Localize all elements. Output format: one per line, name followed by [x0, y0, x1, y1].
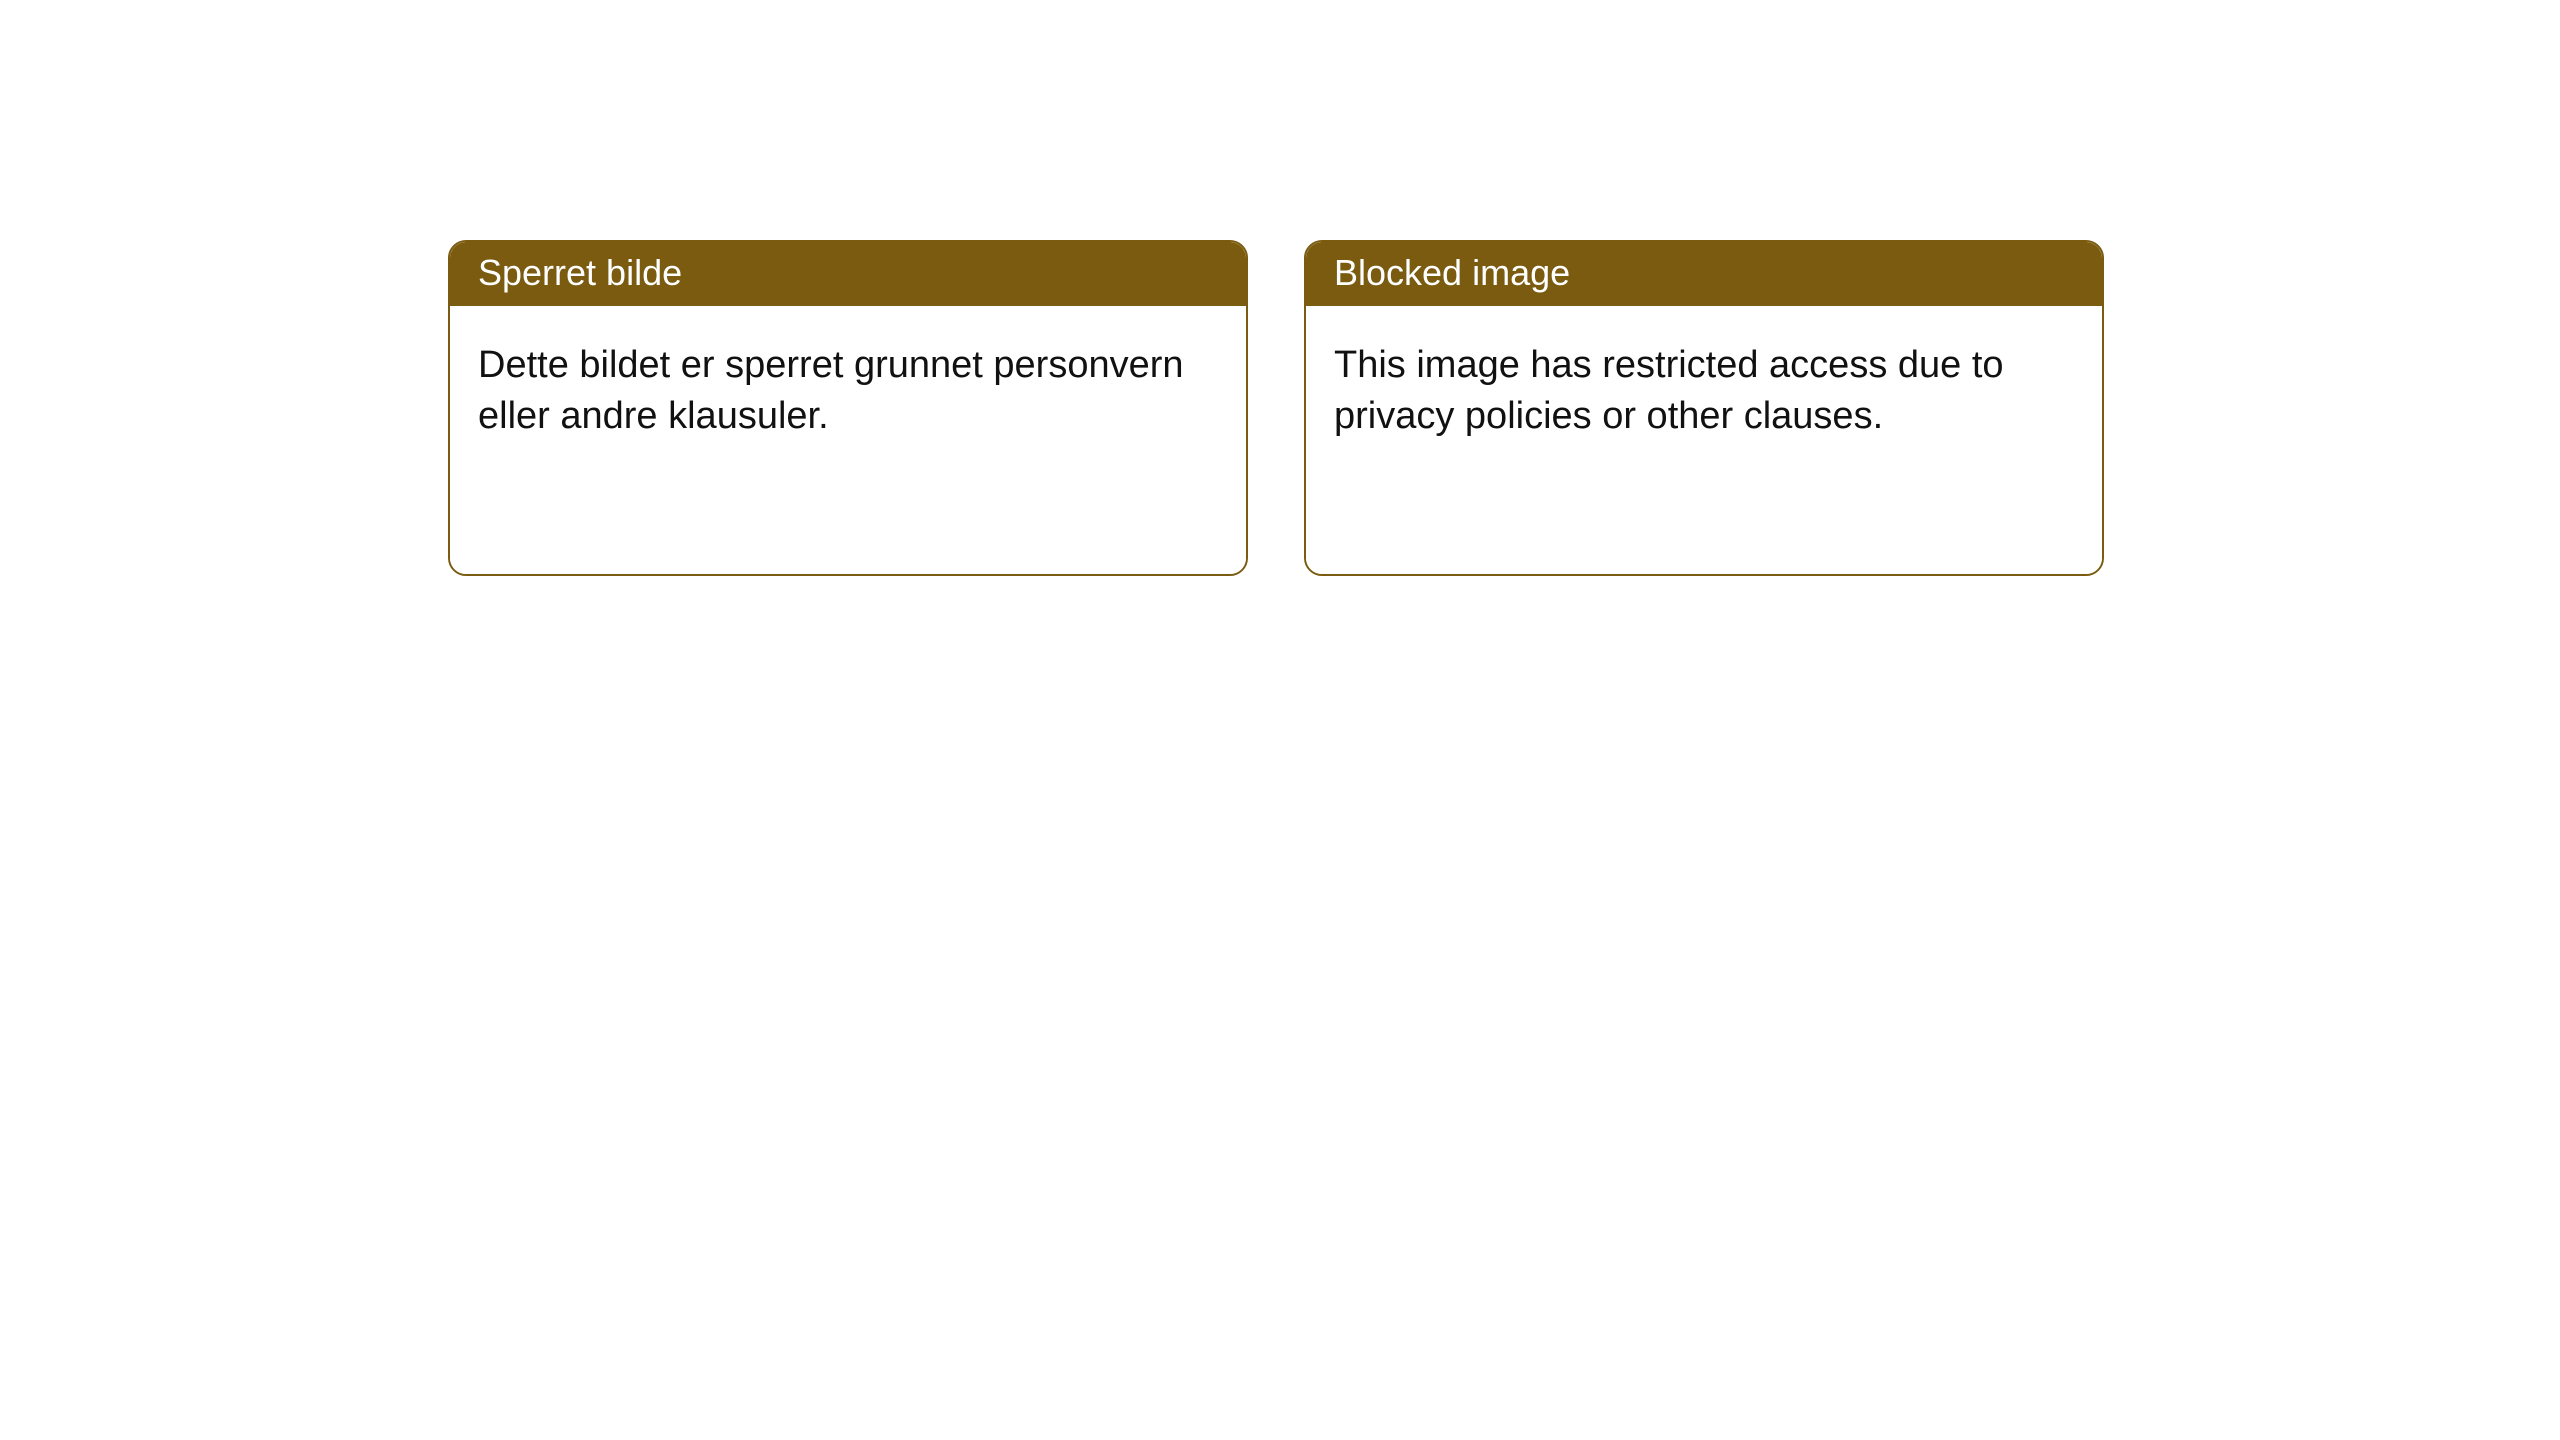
notice-card-english: Blocked image This image has restricted … — [1304, 240, 2104, 576]
notice-card-norwegian: Sperret bilde Dette bildet er sperret gr… — [448, 240, 1248, 576]
notice-body-english: This image has restricted access due to … — [1306, 306, 2102, 574]
notice-header-english: Blocked image — [1306, 242, 2102, 306]
notice-header-norwegian: Sperret bilde — [450, 242, 1246, 306]
notice-body-norwegian: Dette bildet er sperret grunnet personve… — [450, 306, 1246, 574]
notice-container: Sperret bilde Dette bildet er sperret gr… — [0, 0, 2560, 576]
